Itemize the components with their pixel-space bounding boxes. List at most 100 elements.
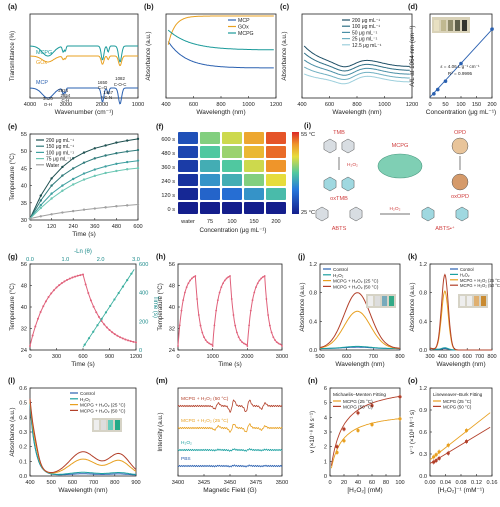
- series-line: [304, 73, 410, 85]
- series-tag: GOx: [36, 60, 47, 66]
- x-tick-label: 700: [475, 354, 484, 360]
- data-point: [29, 344, 31, 347]
- data-point: [464, 439, 469, 444]
- fit-point: [121, 285, 125, 288]
- data-point: [229, 275, 231, 277]
- data-point: [279, 343, 282, 346]
- vial: [455, 20, 460, 31]
- y-axis-label: Absorbance (a.u.): [409, 282, 416, 331]
- top-tick-label: 1.0: [61, 257, 69, 263]
- series-line: [429, 273, 492, 351]
- heatmap-cell: [244, 202, 264, 214]
- series-line: [303, 45, 410, 68]
- photo-bg: [458, 294, 488, 308]
- x-tick-label: 500: [315, 354, 324, 360]
- colorbar-max: 55 °C: [301, 132, 315, 138]
- x-axis-label: [H₂O₂]⁻¹ (mM⁻¹): [438, 487, 485, 494]
- legend-entry: MCPG + H₂O₂ (50 °C): [333, 284, 379, 289]
- benzene-ring: [455, 206, 469, 222]
- x-tick-label: 0.04: [440, 480, 451, 486]
- data-point: [126, 168, 129, 171]
- legend-entry: H₂O₂: [80, 397, 91, 402]
- x-axis-label: Time (s): [72, 231, 96, 238]
- data-point: [204, 339, 207, 342]
- fit-curve: [330, 418, 401, 469]
- legend-entry: MCPG (25 °C): [343, 399, 373, 404]
- x-tick-label: 500: [47, 480, 56, 486]
- data-point: [263, 275, 266, 277]
- x-tick-label: 3425: [198, 480, 210, 486]
- heating-cooling-line: [29, 273, 137, 347]
- legend-entry: MCPG: [238, 31, 254, 37]
- data-point: [92, 305, 95, 308]
- panel-label: (m): [156, 376, 168, 385]
- x-tick-label: 800: [216, 102, 225, 108]
- y-axis-label: Temperature (°C): [157, 283, 164, 331]
- data-point: [74, 275, 77, 278]
- y-tick-label: 0.9: [419, 408, 427, 414]
- band-annotation: C-O-C: [114, 82, 127, 87]
- heatmap-cell: [178, 160, 198, 172]
- data-point: [115, 205, 118, 208]
- data-point: [72, 183, 75, 186]
- data-point: [253, 291, 256, 294]
- vial: [474, 296, 479, 306]
- x-tick-label: 3400: [172, 480, 184, 486]
- y-tick-label: 5: [324, 401, 327, 407]
- column-label: 200: [271, 219, 280, 225]
- x-tick-label: 1000: [206, 354, 218, 360]
- plot-frame: [29, 133, 139, 221]
- legend-entry: 100 μg mL⁻¹: [46, 150, 74, 156]
- legend-entry: MCPG + H₂O₂ (50 °C): [80, 408, 126, 413]
- y-tick-label: 0.1: [19, 459, 27, 465]
- data-point: [39, 215, 42, 218]
- data-point: [89, 299, 92, 302]
- data-point: [124, 338, 127, 341]
- panel-c: (c) Wavelength (nm) Absorbance (a.u.) 400 60…: [280, 2, 418, 116]
- heatmap-cell: [266, 160, 286, 172]
- x-tick-label: 700: [369, 354, 378, 360]
- y-tick-label: 0.0: [19, 474, 27, 480]
- panel-label: (a): [8, 2, 18, 11]
- row-label: 240 s: [161, 179, 175, 185]
- series-tag: MCP: [36, 80, 48, 86]
- heatmap-cell: [222, 146, 242, 158]
- heatmap-cell: [222, 160, 242, 172]
- data-point: [104, 144, 107, 147]
- data-point: [61, 165, 64, 169]
- band-annotation: 2854: [60, 93, 70, 98]
- benzene-ring: [421, 206, 435, 222]
- heatmap-cell: [244, 188, 264, 200]
- x-tick-label: 800: [487, 354, 496, 360]
- y-axis-label: v (×10⁻⁸ M s⁻¹): [309, 411, 316, 453]
- h2o2-label: H₂O₂: [347, 162, 358, 168]
- fit-point: [96, 324, 99, 327]
- data-point: [342, 427, 346, 431]
- top-tick-label: 3.0: [132, 257, 140, 263]
- data-point: [190, 277, 193, 280]
- band-annotation: C-N: [104, 95, 112, 100]
- data-point: [256, 282, 259, 285]
- data-point: [55, 286, 58, 289]
- data-point: [61, 189, 64, 192]
- data-point: [126, 160, 129, 164]
- y-tick-label: 0.3: [19, 430, 27, 436]
- tmb-label: TMB: [333, 130, 345, 136]
- panel-l: (l) Wavelength (nm) Absorbance (a.u.) 400 50…: [8, 376, 141, 494]
- data-point: [72, 157, 75, 160]
- oxopd-label: oxOPD: [451, 194, 469, 200]
- data-point: [39, 194, 42, 197]
- right-tick-label: 200: [139, 319, 148, 325]
- legend-entry: MCPG (50 °C): [343, 404, 373, 409]
- heatmap-cell: [266, 132, 286, 144]
- fit-point: [113, 298, 116, 301]
- data-point: [274, 339, 276, 342]
- oxopd-molecule: [451, 173, 469, 191]
- data-point: [28, 217, 32, 220]
- cycle-line: [177, 275, 283, 348]
- data-point: [432, 92, 436, 96]
- data-point: [93, 168, 97, 171]
- data-point: [39, 203, 42, 207]
- y-axis-label: Absorbance (a.u.): [281, 31, 288, 80]
